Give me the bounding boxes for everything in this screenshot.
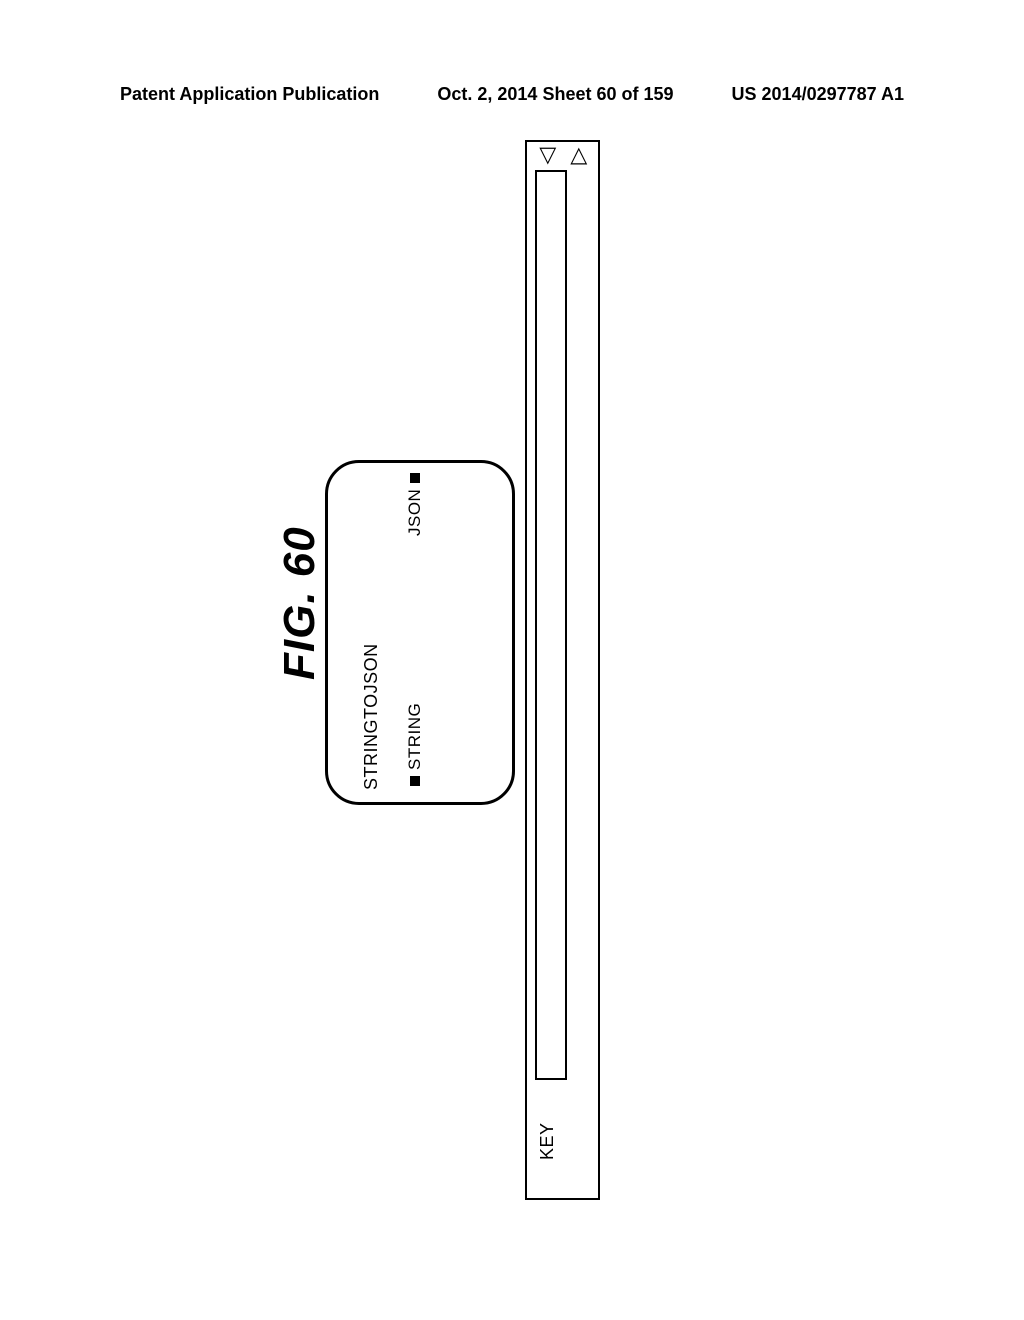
nav-next-icon[interactable]: ▷ xyxy=(566,148,588,165)
output-port-label: JSON xyxy=(405,489,425,536)
header-left: Patent Application Publication xyxy=(120,84,379,105)
port-marker-icon xyxy=(410,776,420,786)
key-input-bar[interactable] xyxy=(535,170,567,1080)
header-right: US 2014/0297787 A1 xyxy=(732,84,904,105)
nav-prev-icon[interactable]: ◁ xyxy=(535,148,557,165)
nav-arrows: ◁ ▷ xyxy=(531,142,593,170)
node-input-port[interactable]: STRING xyxy=(405,703,425,786)
port-marker-icon xyxy=(410,473,420,483)
page-header: Patent Application Publication Oct. 2, 2… xyxy=(0,84,1024,105)
input-port-label: STRING xyxy=(405,703,425,770)
figure-caption: FIG. 60 xyxy=(275,526,325,680)
node-title: STRINGTOJSON xyxy=(361,643,382,790)
header-center: Oct. 2, 2014 Sheet 60 of 159 xyxy=(437,84,673,105)
figure-diagram: KEY ◁ ▷ STRINGTOJSON STRING JSON FIG. 60 xyxy=(225,140,795,1220)
node-output-port[interactable]: JSON xyxy=(405,473,425,536)
patent-page: Patent Application Publication Oct. 2, 2… xyxy=(0,0,1024,1320)
key-label: KEY xyxy=(537,1122,558,1160)
